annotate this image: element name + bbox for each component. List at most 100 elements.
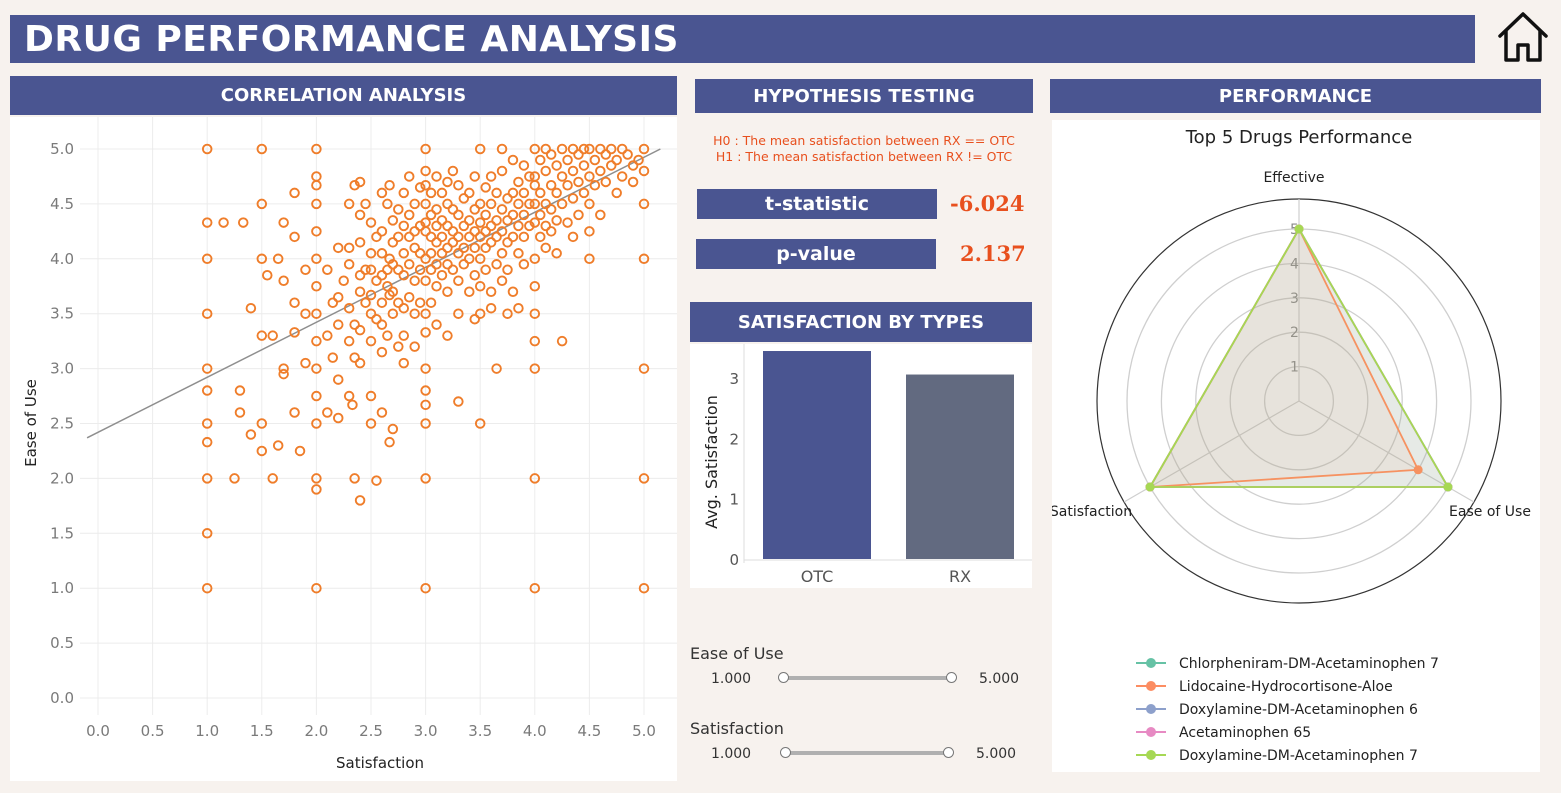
scatter-point — [354, 176, 366, 188]
ease-slider-max-handle[interactable] — [946, 672, 957, 683]
scatter-point — [272, 440, 284, 451]
scatter-point — [393, 204, 404, 215]
scatter-point — [442, 330, 453, 341]
scatter-point — [551, 215, 562, 226]
scatter-point — [414, 248, 426, 259]
scatter-point — [453, 396, 464, 407]
scatter-point — [529, 582, 541, 594]
scatter-point — [425, 297, 437, 308]
scatter-point — [474, 280, 486, 292]
scatter-point — [425, 209, 437, 221]
scatter-point — [409, 308, 420, 319]
scatter-point — [485, 237, 497, 248]
scatter-point — [425, 231, 437, 243]
ease-slider-track[interactable] — [784, 676, 952, 680]
ease-filter-max: 5.000 — [979, 671, 1020, 687]
ease-slider-min-handle[interactable] — [778, 672, 789, 683]
scatter-point — [436, 231, 448, 243]
scatter-point — [431, 237, 442, 248]
scatter-point — [551, 187, 562, 199]
radar-r-tick-label: 3 — [1290, 291, 1299, 307]
scatter-point — [436, 187, 448, 199]
scatter-point — [420, 582, 431, 594]
scatter-point — [545, 204, 557, 215]
scatter-point — [496, 275, 508, 287]
scatter-point — [414, 182, 426, 193]
scatter-point — [431, 259, 442, 270]
satisfaction-slider-track[interactable] — [784, 751, 952, 755]
scatter-point — [474, 217, 486, 228]
scatter-point — [420, 179, 431, 191]
scatter-point — [431, 280, 442, 292]
scatter-point — [589, 179, 601, 191]
scatter-point — [201, 308, 213, 319]
scatter-point — [425, 187, 437, 199]
scatter-point — [464, 215, 475, 226]
scatter-point — [256, 253, 268, 265]
trend-line — [86, 148, 661, 439]
home-icon[interactable] — [1494, 8, 1552, 66]
scatter-point — [474, 418, 486, 429]
scatter-point — [447, 165, 459, 177]
performance-radar-panel: Top 5 Drugs Performance 1 2 3 4 5 Effective Eas… — [1050, 120, 1540, 772]
radar-r-tick-label: 5 — [1290, 222, 1299, 238]
scatter-point — [595, 209, 606, 221]
scatter-point — [420, 165, 431, 177]
scatter-point — [382, 198, 393, 210]
scatter-point — [507, 286, 519, 297]
scatter-point — [327, 352, 339, 363]
scatter-point — [535, 154, 546, 166]
bar-y-tick-label: 3 — [729, 370, 739, 388]
scatter-point — [524, 198, 535, 210]
scatter-point — [474, 253, 486, 265]
bar-y-tick-label: 0 — [729, 551, 739, 569]
radar-r-tick-label: 4 — [1290, 256, 1299, 272]
performance-radar-chart: Top 5 Drugs Performance 1 2 3 4 5 Effective Eas… — [1050, 127, 1531, 764]
scatter-point — [322, 264, 333, 276]
radar-series-point — [1413, 465, 1423, 475]
scatter-point — [573, 209, 584, 221]
h0-statement: H0 : The mean satisfaction between RX ==… — [713, 133, 1015, 148]
y-tick-label: 3.5 — [50, 305, 74, 323]
scatter-point — [349, 473, 360, 484]
scatter-point — [414, 220, 426, 232]
scatter-point — [616, 143, 628, 155]
scatter-point — [311, 280, 322, 292]
scatter-point — [398, 187, 410, 199]
scatter-point — [556, 143, 568, 155]
scatter-point — [556, 171, 568, 182]
scatter-point — [502, 264, 513, 276]
satisfaction-slider-min-handle[interactable] — [780, 747, 791, 758]
scatter-point — [469, 171, 480, 182]
y-tick-label: 3.0 — [50, 360, 74, 378]
scatter-point — [398, 270, 410, 281]
scatter-point — [458, 193, 470, 204]
scatter-point — [502, 308, 513, 319]
legend-marker — [1146, 658, 1156, 668]
radar-series-polygon — [1148, 227, 1450, 488]
scatter-point — [343, 242, 355, 254]
scatter-point — [578, 160, 590, 171]
scatter-point — [376, 248, 388, 259]
legend-marker — [1146, 727, 1156, 737]
scatter-point — [420, 418, 431, 429]
radar-series-point — [1145, 482, 1155, 492]
scatter-point — [343, 259, 355, 270]
hypothesis-testing-header: HYPOTHESIS TESTING — [695, 79, 1033, 113]
scatter-point — [535, 187, 546, 199]
scatter-point — [420, 385, 431, 396]
correlation-chart-panel: 0.0 0.5 1.0 1.5 2.0 2.5 3.0 3.5 4.0 4.5 5.0 0.0 0.5 1… — [10, 117, 677, 781]
scatter-point — [545, 226, 557, 237]
scatter-point — [458, 220, 470, 232]
scatter-point — [311, 143, 322, 155]
scatter-point — [627, 160, 639, 171]
scatter-point — [414, 297, 426, 308]
scatter-point — [496, 165, 508, 177]
satisfaction-slider-max-handle[interactable] — [943, 747, 954, 758]
scatter-point — [529, 363, 541, 374]
scatter-point — [545, 179, 557, 191]
scatter-point — [584, 226, 595, 237]
scatter-point — [436, 270, 448, 281]
scatter-point — [431, 319, 442, 330]
x-tick-label: 5.0 — [632, 722, 656, 740]
